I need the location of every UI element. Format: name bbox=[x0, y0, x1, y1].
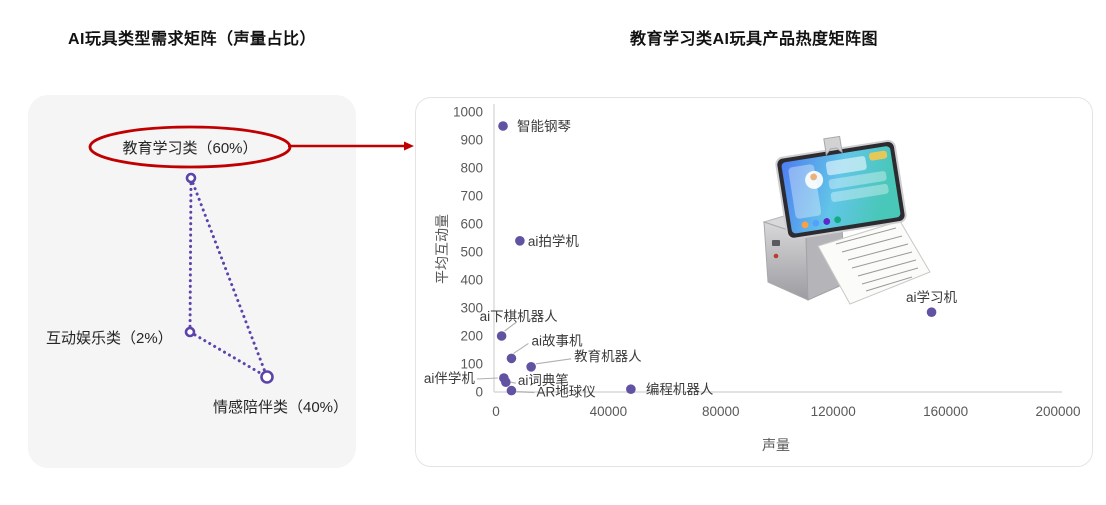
x-tick-label: 40000 bbox=[590, 404, 628, 419]
leader-line bbox=[513, 342, 529, 354]
leader-line bbox=[510, 381, 516, 384]
y-tick-label: 300 bbox=[460, 301, 483, 316]
heat-scatter-chart: 0 100 200 300 400 500 600 700 800 900 1000 0 40000 80… bbox=[424, 104, 1081, 453]
ai-learning-machine-image bbox=[762, 135, 931, 305]
point-label: 编程机器人 bbox=[646, 382, 714, 397]
point-label: ai学习机 bbox=[906, 290, 958, 305]
y-tick-label: 0 bbox=[475, 385, 483, 400]
y-tick-label: 200 bbox=[460, 329, 483, 344]
point-label: 智能钢琴 bbox=[517, 119, 571, 134]
leader-line bbox=[504, 321, 517, 332]
scatter-point bbox=[926, 307, 937, 318]
point-label: 教育机器人 bbox=[574, 349, 642, 364]
y-tick-label: 400 bbox=[460, 273, 483, 288]
y-tick-label: 100 bbox=[460, 357, 483, 372]
triangle-edge bbox=[188, 176, 193, 334]
point-label: ai伴学机 bbox=[424, 371, 476, 386]
triangle-edge bbox=[188, 330, 269, 379]
y-tick-label: 600 bbox=[460, 217, 483, 232]
scatter-point bbox=[501, 377, 511, 388]
demand-triangle-diagram bbox=[88, 125, 414, 384]
triangle-vertex bbox=[184, 326, 196, 338]
category-label-entertainment: 互动娱乐类（2%） bbox=[46, 330, 173, 347]
left-chart-title: AI玩具类型需求矩阵（声量占比） bbox=[67, 31, 316, 48]
point-label: ai词典笔 bbox=[518, 373, 569, 388]
leader-line bbox=[476, 377, 498, 380]
scatter-point bbox=[626, 384, 636, 395]
arrow-head bbox=[404, 141, 414, 151]
device-button bbox=[773, 253, 779, 259]
x-axis-title: 声量 bbox=[762, 437, 790, 453]
y-tick-label: 700 bbox=[460, 189, 483, 204]
heat-matrix-card bbox=[415, 97, 1093, 467]
x-tick-label: 120000 bbox=[811, 404, 856, 419]
point-label: ai下棋机器人 bbox=[480, 309, 559, 324]
category-label-education: 教育学习类（60%） bbox=[122, 140, 258, 157]
printed-paper bbox=[817, 220, 931, 305]
x-tick-label: 200000 bbox=[1035, 404, 1080, 419]
tablet bbox=[775, 135, 907, 240]
x-tick-label: 0 bbox=[492, 404, 500, 419]
point-label: AR地球仪 bbox=[536, 385, 596, 400]
scatter-point bbox=[506, 353, 517, 364]
triangle-vertex bbox=[260, 370, 274, 384]
triangle-edge bbox=[189, 176, 269, 379]
demand-matrix-card bbox=[28, 95, 356, 468]
y-tick-label: 500 bbox=[460, 245, 483, 260]
scatter-point bbox=[498, 121, 508, 131]
leader-line bbox=[536, 358, 572, 365]
device-port bbox=[772, 240, 780, 246]
point-label: ai故事机 bbox=[531, 333, 583, 348]
right-chart-title: 教育学习类AI玩具产品热度矩阵图 bbox=[629, 31, 878, 48]
y-axis-title: 平均互动量 bbox=[434, 214, 450, 284]
y-tick-label: 800 bbox=[460, 161, 483, 176]
leader-line bbox=[516, 391, 535, 394]
scatter-point bbox=[515, 236, 525, 246]
scatter-point bbox=[506, 385, 517, 396]
scatter-point bbox=[526, 362, 536, 372]
triangle-vertex bbox=[185, 172, 197, 184]
y-tick-label: 900 bbox=[460, 133, 483, 148]
x-tick-label: 80000 bbox=[702, 404, 740, 419]
category-label-companion: 情感陪伴类（40%） bbox=[213, 399, 349, 416]
y-tick-label: 1000 bbox=[453, 105, 483, 120]
point-label: ai拍学机 bbox=[528, 234, 580, 249]
x-tick-label: 160000 bbox=[923, 404, 968, 419]
scatter-point bbox=[496, 331, 507, 341]
